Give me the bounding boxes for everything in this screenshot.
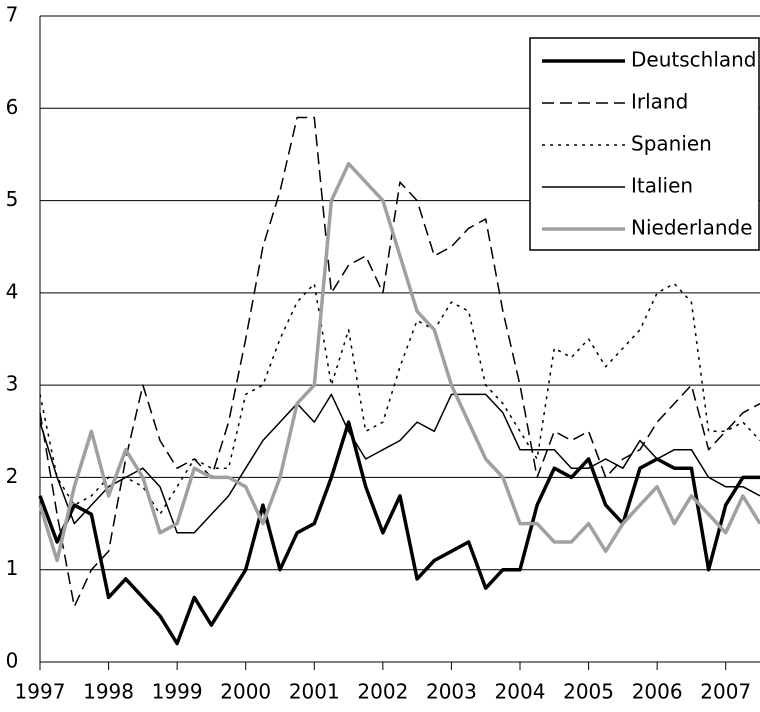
legend-label: Niederlande bbox=[631, 216, 753, 240]
x-tick-label: 1999 bbox=[152, 680, 203, 704]
y-tick-label: 1 bbox=[6, 556, 19, 580]
legend-box bbox=[529, 37, 760, 251]
x-tick-label: 2006 bbox=[632, 680, 683, 704]
series-line bbox=[38, 420, 760, 646]
x-tick-label: 2004 bbox=[495, 680, 546, 704]
series-line bbox=[38, 161, 760, 563]
y-tick-label: 0 bbox=[6, 649, 19, 673]
x-tick-label: 1997 bbox=[15, 680, 66, 704]
legend-label: Irland bbox=[631, 90, 688, 114]
series-line bbox=[39, 116, 760, 608]
x-tick-label: 2000 bbox=[220, 680, 271, 704]
y-tick-label: 5 bbox=[6, 187, 19, 211]
legend-label: Deutschland bbox=[631, 48, 757, 72]
legend-label: Spanien bbox=[631, 132, 712, 156]
y-tick-label: 2 bbox=[6, 464, 19, 488]
series-line bbox=[39, 393, 760, 534]
legend-label: Italien bbox=[631, 174, 693, 198]
y-tick-label: 3 bbox=[6, 372, 19, 396]
x-tick-label: 1998 bbox=[83, 680, 134, 704]
y-tick-label: 6 bbox=[6, 95, 19, 119]
x-tick-label: 2005 bbox=[563, 680, 614, 704]
series-line bbox=[39, 282, 760, 516]
x-tick-label: 2007 bbox=[700, 680, 751, 704]
y-tick-label: 4 bbox=[6, 279, 19, 303]
x-tick-label: 2003 bbox=[426, 680, 477, 704]
x-tick-label: 2001 bbox=[289, 680, 340, 704]
y-tick-label: 7 bbox=[6, 3, 19, 27]
x-tick-label: 2002 bbox=[357, 680, 408, 704]
legend: Deutschland Irland Spanien Italien Niederlan… bbox=[529, 37, 760, 251]
